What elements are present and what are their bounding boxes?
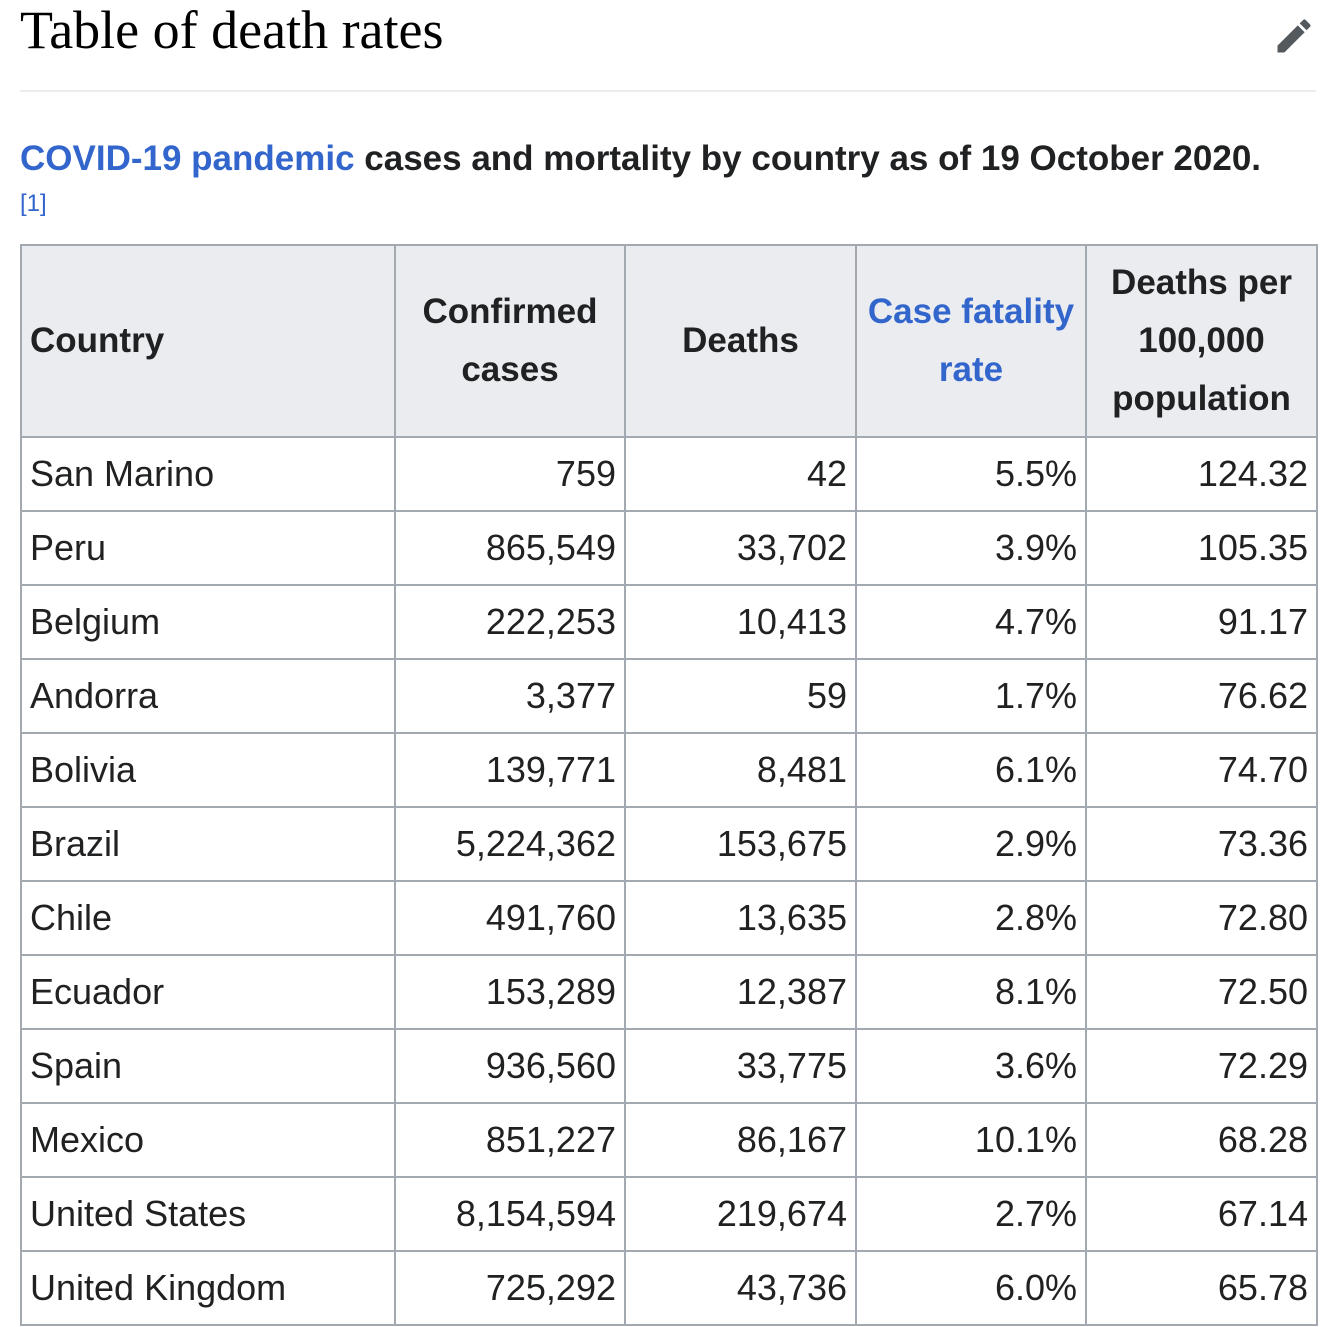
cell-country: Chile — [20, 880, 396, 956]
table-row: Andorra 3,377 59 1.7% 76.62 — [20, 658, 1318, 734]
cell-country: United States — [20, 1176, 396, 1252]
section-header: Table of death rates — [20, 0, 1316, 92]
header-confirmed-cases[interactable]: Confirmed cases — [394, 244, 626, 438]
cell-deaths-per-100k: 72.80 — [1085, 880, 1318, 956]
section-title: Table of death rates — [20, 0, 444, 60]
cell-case-fatality-rate: 2.9% — [855, 806, 1087, 882]
cell-deaths: 8,481 — [624, 732, 857, 808]
table-header-row: Country Confirmed cases Deaths Case fata… — [20, 244, 1318, 438]
cell-confirmed-cases: 3,377 — [394, 658, 626, 734]
cell-deaths-per-100k: 68.28 — [1085, 1102, 1318, 1178]
table-row: San Marino 759 42 5.5% 124.32 — [20, 436, 1318, 512]
cell-deaths-per-100k: 67.14 — [1085, 1176, 1318, 1252]
cell-case-fatality-rate: 8.1% — [855, 954, 1087, 1030]
reference-link[interactable]: [1] — [20, 190, 47, 218]
cell-deaths-per-100k: 72.50 — [1085, 954, 1318, 1030]
cell-case-fatality-rate: 6.1% — [855, 732, 1087, 808]
table-row: Spain 936,560 33,775 3.6% 72.29 — [20, 1028, 1318, 1104]
caption-text: cases and mortality by country as of 19 … — [354, 139, 1262, 178]
table-row: Mexico 851,227 86,167 10.1% 68.28 — [20, 1102, 1318, 1178]
cell-deaths: 12,387 — [624, 954, 857, 1030]
cell-country: Belgium — [20, 584, 396, 660]
cell-country: Brazil — [20, 806, 396, 882]
header-deaths[interactable]: Deaths — [624, 244, 857, 438]
table-caption: COVID-19 pandemic cases and mortality by… — [20, 130, 1280, 246]
cell-confirmed-cases: 5,224,362 — [394, 806, 626, 882]
cell-deaths: 10,413 — [624, 584, 857, 660]
cell-country: San Marino — [20, 436, 396, 512]
cell-country: Mexico — [20, 1102, 396, 1178]
cell-confirmed-cases: 851,227 — [394, 1102, 626, 1178]
cell-confirmed-cases: 8,154,594 — [394, 1176, 626, 1252]
table-row: Chile 491,760 13,635 2.8% 72.80 — [20, 880, 1318, 956]
cell-country: Andorra — [20, 658, 396, 734]
cell-country: Bolivia — [20, 732, 396, 808]
table-row: Ecuador 153,289 12,387 8.1% 72.50 — [20, 954, 1318, 1030]
header-country[interactable]: Country — [20, 244, 396, 438]
cell-deaths: 219,674 — [624, 1176, 857, 1252]
cell-country: United Kingdom — [20, 1250, 396, 1326]
header-case-fatality-rate[interactable]: Case fatality rate — [855, 244, 1087, 438]
cell-case-fatality-rate: 3.9% — [855, 510, 1087, 586]
cell-country: Peru — [20, 510, 396, 586]
cell-case-fatality-rate: 4.7% — [855, 584, 1087, 660]
cell-confirmed-cases: 865,549 — [394, 510, 626, 586]
cell-case-fatality-rate: 1.7% — [855, 658, 1087, 734]
cell-confirmed-cases: 936,560 — [394, 1028, 626, 1104]
header-deaths-per-100k[interactable]: Deaths per 100,000 population — [1085, 244, 1318, 438]
cell-deaths-per-100k: 76.62 — [1085, 658, 1318, 734]
cell-case-fatality-rate: 6.0% — [855, 1250, 1087, 1326]
cell-deaths-per-100k: 74.70 — [1085, 732, 1318, 808]
cell-case-fatality-rate: 2.8% — [855, 880, 1087, 956]
cell-confirmed-cases: 153,289 — [394, 954, 626, 1030]
cell-deaths-per-100k: 65.78 — [1085, 1250, 1318, 1326]
cell-case-fatality-rate: 5.5% — [855, 436, 1087, 512]
cell-country: Spain — [20, 1028, 396, 1104]
case-fatality-rate-link[interactable]: Case fatality rate — [867, 292, 1075, 389]
table-row: Bolivia 139,771 8,481 6.1% 74.70 — [20, 732, 1318, 808]
table-body: San Marino 759 42 5.5% 124.32 Peru 865,549 33,7… — [20, 436, 1318, 1326]
cell-deaths: 43,736 — [624, 1250, 857, 1326]
cell-deaths: 42 — [624, 436, 857, 512]
pencil-icon[interactable] — [1272, 14, 1316, 58]
cell-case-fatality-rate: 2.7% — [855, 1176, 1087, 1252]
cell-deaths: 13,635 — [624, 880, 857, 956]
table-row: United States 8,154,594 219,674 2.7% 67.14 — [20, 1176, 1318, 1252]
cell-deaths: 153,675 — [624, 806, 857, 882]
cell-confirmed-cases: 491,760 — [394, 880, 626, 956]
cell-case-fatality-rate: 3.6% — [855, 1028, 1087, 1104]
cell-deaths-per-100k: 73.36 — [1085, 806, 1318, 882]
cell-deaths: 33,702 — [624, 510, 857, 586]
cell-deaths-per-100k: 91.17 — [1085, 584, 1318, 660]
table-row: Peru 865,549 33,702 3.9% 105.35 — [20, 510, 1318, 586]
covid-pandemic-link[interactable]: COVID-19 pandemic — [20, 139, 355, 178]
cell-case-fatality-rate: 10.1% — [855, 1102, 1087, 1178]
cell-country: Ecuador — [20, 954, 396, 1030]
cell-confirmed-cases: 222,253 — [394, 584, 626, 660]
cell-deaths: 59 — [624, 658, 857, 734]
cell-deaths: 86,167 — [624, 1102, 857, 1178]
cell-deaths: 33,775 — [624, 1028, 857, 1104]
cell-deaths-per-100k: 72.29 — [1085, 1028, 1318, 1104]
table-row: United Kingdom 725,292 43,736 6.0% 65.78 — [20, 1250, 1318, 1326]
cell-deaths-per-100k: 124.32 — [1085, 436, 1318, 512]
cell-deaths-per-100k: 105.35 — [1085, 510, 1318, 586]
cell-confirmed-cases: 139,771 — [394, 732, 626, 808]
cell-confirmed-cases: 759 — [394, 436, 626, 512]
table-row: Belgium 222,253 10,413 4.7% 91.17 — [20, 584, 1318, 660]
table-row: Brazil 5,224,362 153,675 2.9% 73.36 — [20, 806, 1318, 882]
cell-confirmed-cases: 725,292 — [394, 1250, 626, 1326]
death-rates-table: Country Confirmed cases Deaths Case fata… — [20, 244, 1318, 1326]
